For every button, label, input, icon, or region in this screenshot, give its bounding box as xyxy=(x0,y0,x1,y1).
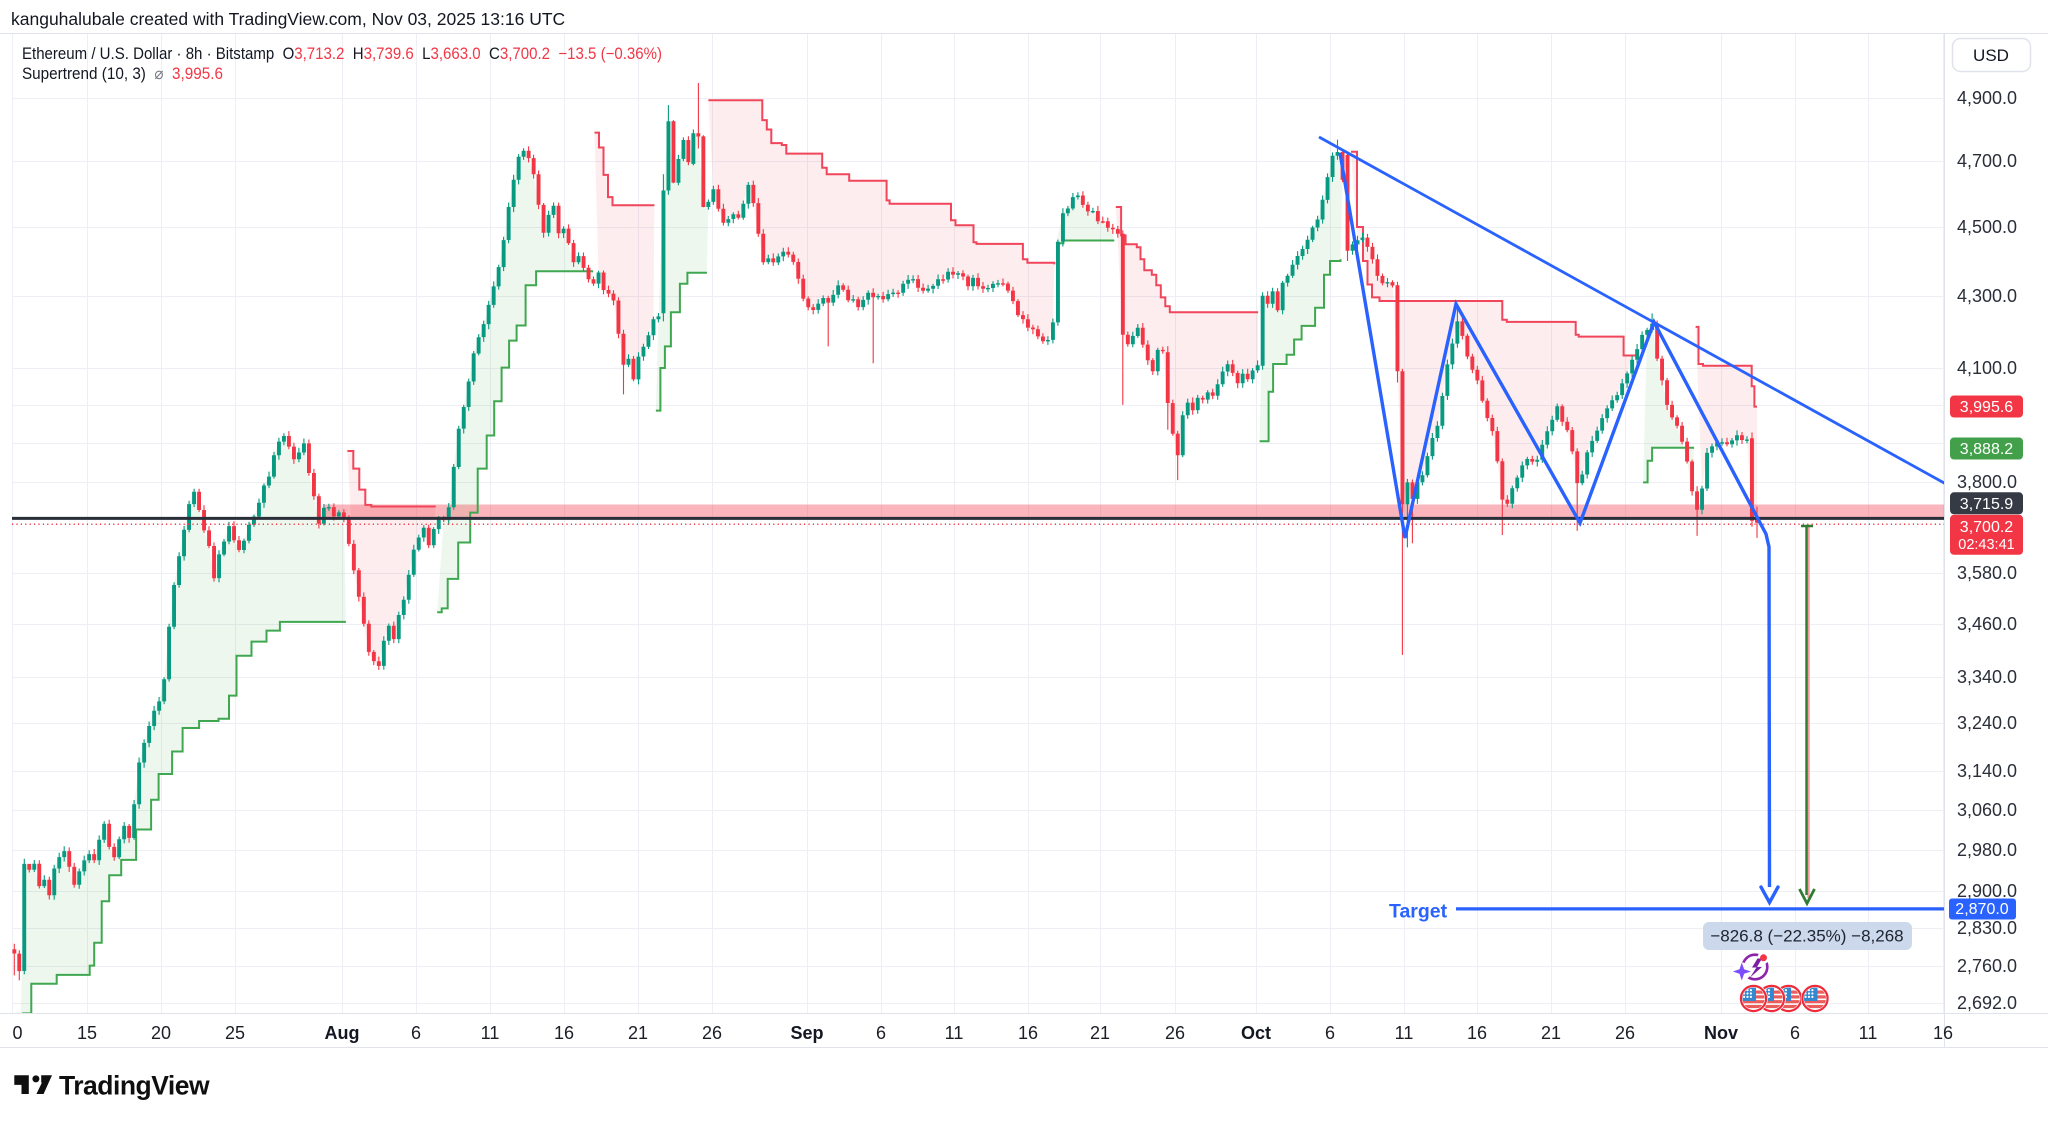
svg-text:3,995.6: 3,995.6 xyxy=(1960,399,2013,416)
svg-text:2,760.0: 2,760.0 xyxy=(1957,956,2017,976)
svg-text:Target: Target xyxy=(1389,901,1448,923)
svg-text:20: 20 xyxy=(151,1023,171,1043)
svg-text:TradingView: TradingView xyxy=(59,1071,210,1101)
svg-text:2,870.0: 2,870.0 xyxy=(1955,901,2008,918)
svg-text:3,888.2: 3,888.2 xyxy=(1960,441,2013,458)
svg-text:0: 0 xyxy=(12,1023,22,1043)
svg-text:USD: USD xyxy=(1973,46,2009,65)
svg-text:6: 6 xyxy=(876,1023,886,1043)
svg-text:25: 25 xyxy=(225,1023,245,1043)
svg-text:02:43:41: 02:43:41 xyxy=(1958,537,2014,553)
svg-text:Ethereum / U.S. Dollar · 8h ·: Ethereum / U.S. Dollar · 8h · Bitstamp O… xyxy=(22,45,662,63)
svg-text:3,140.0: 3,140.0 xyxy=(1957,761,2017,781)
svg-text:6: 6 xyxy=(1790,1023,1800,1043)
svg-text:4,500.0: 4,500.0 xyxy=(1957,217,2017,237)
svg-text:16: 16 xyxy=(1018,1023,1038,1043)
svg-text:16: 16 xyxy=(1933,1023,1953,1043)
svg-text:15: 15 xyxy=(77,1023,97,1043)
svg-text:21: 21 xyxy=(628,1023,648,1043)
svg-text:2,900.0: 2,900.0 xyxy=(1957,881,2017,901)
svg-text:26: 26 xyxy=(1615,1023,1635,1043)
svg-text:3,580.0: 3,580.0 xyxy=(1957,563,2017,583)
svg-text:4,700.0: 4,700.0 xyxy=(1957,151,2017,171)
svg-text:Aug: Aug xyxy=(325,1023,360,1043)
svg-text:16: 16 xyxy=(1467,1023,1487,1043)
svg-text:3,800.0: 3,800.0 xyxy=(1957,472,2017,492)
svg-text:3,240.0: 3,240.0 xyxy=(1957,713,2017,733)
svg-text:11: 11 xyxy=(1395,1023,1414,1043)
svg-text:−826.8 (−22.35%) −8,268: −826.8 (−22.35%) −8,268 xyxy=(1710,927,1903,946)
svg-text:26: 26 xyxy=(702,1023,722,1043)
svg-text:3,340.0: 3,340.0 xyxy=(1957,667,2017,687)
svg-text:Oct: Oct xyxy=(1241,1023,1271,1043)
svg-text:6: 6 xyxy=(411,1023,421,1043)
svg-text:11: 11 xyxy=(945,1023,964,1043)
svg-text:21: 21 xyxy=(1541,1023,1561,1043)
svg-text:Sep: Sep xyxy=(790,1023,823,1043)
svg-text:Supertrend (10, 3) ⌀ 3,995.6: Supertrend (10, 3) ⌀ 3,995.6 xyxy=(22,65,223,83)
svg-text:4,900.0: 4,900.0 xyxy=(1957,88,2017,108)
svg-text:3,700.2: 3,700.2 xyxy=(1960,519,2013,536)
svg-text:3,715.9: 3,715.9 xyxy=(1960,496,2013,513)
svg-text:11: 11 xyxy=(1859,1023,1878,1043)
svg-text:2,830.0: 2,830.0 xyxy=(1957,918,2017,938)
svg-text:11: 11 xyxy=(481,1023,500,1043)
svg-text:kanguhalubale created with Tra: kanguhalubale created with TradingView.c… xyxy=(11,9,565,29)
svg-text:26: 26 xyxy=(1165,1023,1185,1043)
svg-text:3,460.0: 3,460.0 xyxy=(1957,614,2017,634)
svg-text:Nov: Nov xyxy=(1704,1023,1738,1043)
svg-text:2,692.0: 2,692.0 xyxy=(1957,993,2017,1013)
svg-text:21: 21 xyxy=(1090,1023,1110,1043)
svg-text:2,980.0: 2,980.0 xyxy=(1957,840,2017,860)
svg-text:16: 16 xyxy=(554,1023,574,1043)
svg-text:4,300.0: 4,300.0 xyxy=(1957,286,2017,306)
svg-text:3,060.0: 3,060.0 xyxy=(1957,800,2017,820)
svg-text:6: 6 xyxy=(1325,1023,1335,1043)
svg-text:4,100.0: 4,100.0 xyxy=(1957,358,2017,378)
